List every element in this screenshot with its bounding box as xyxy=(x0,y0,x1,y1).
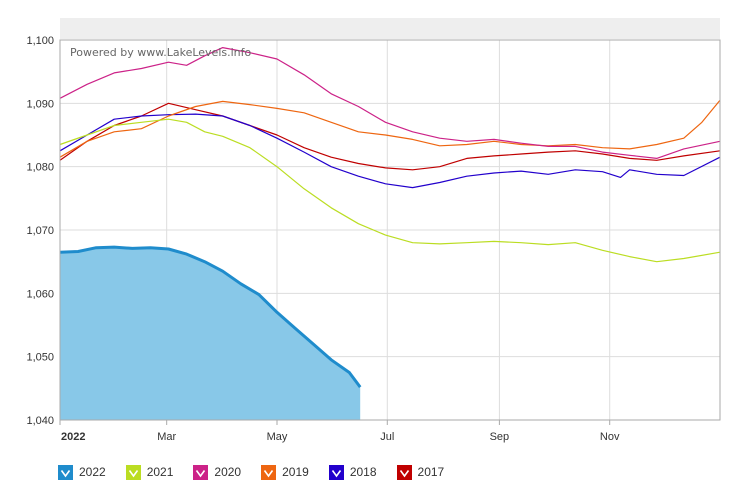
series-2017 xyxy=(59,102,721,171)
legend-label: 2021 xyxy=(146,465,174,479)
watermark: Powered by www.LakeLevels.info xyxy=(70,46,252,59)
legend-item-2019[interactable]: 2019 xyxy=(261,464,309,480)
x-tick-label: May xyxy=(267,431,288,443)
legend-item-2021[interactable]: 2021 xyxy=(125,464,174,480)
x-tick-label: Nov xyxy=(600,431,620,443)
plot-frame xyxy=(59,39,721,421)
x-tick-label: 2022 xyxy=(61,431,85,443)
series-2021 xyxy=(59,118,721,263)
legend-item-2018[interactable]: 2018 xyxy=(328,464,377,480)
y-tick-label: 1,100 xyxy=(26,35,54,47)
legend-checkbox-icon[interactable] xyxy=(396,464,412,480)
series-layer xyxy=(59,47,721,420)
series-2019-line xyxy=(59,99,721,158)
series-2020-line xyxy=(59,47,721,159)
x-tick-label: Jul xyxy=(380,431,394,443)
series-2017-line xyxy=(59,102,721,171)
legend-checkbox-icon[interactable] xyxy=(125,464,141,480)
legend-item-2022[interactable]: 2022 xyxy=(58,464,106,480)
y-tick-label: 1,080 xyxy=(26,162,54,174)
series-2021-line xyxy=(59,118,721,263)
series-2020 xyxy=(59,47,721,159)
legend-label: 2017 xyxy=(417,465,445,479)
legend-label: 2019 xyxy=(282,465,309,479)
y-tick-label: 1,070 xyxy=(26,225,54,237)
legend-label: 2018 xyxy=(349,465,377,479)
legend-label: 2020 xyxy=(214,465,242,479)
series-2018 xyxy=(59,113,721,189)
chart-header-bar xyxy=(60,18,720,39)
y-tick-label: 1,040 xyxy=(26,415,54,427)
series-2019 xyxy=(59,99,721,158)
series-2018-line xyxy=(59,113,721,189)
y-tick-label: 1,090 xyxy=(26,98,54,110)
series-2022-area xyxy=(60,247,361,420)
legend-checkbox-icon[interactable] xyxy=(328,464,344,480)
legend-item-2017[interactable]: 2017 xyxy=(396,464,445,480)
series-2022-line xyxy=(59,245,362,388)
series-2022 xyxy=(59,245,362,420)
y-tick-label: 1,060 xyxy=(26,288,54,300)
legend: 2022 2021 2020 2019 2018 2017 xyxy=(58,462,464,482)
legend-checkbox-icon[interactable] xyxy=(261,464,277,480)
x-tick-label: Sep xyxy=(490,431,510,443)
legend-label: 2022 xyxy=(79,465,106,479)
axes: 1,040 1,050 1,060 1,070 1,080 1,090 1,100 2022 M… xyxy=(26,35,620,443)
legend-item-2020[interactable]: 2020 xyxy=(193,464,242,480)
y-tick-label: 1,050 xyxy=(26,352,54,364)
legend-checkbox-icon[interactable] xyxy=(58,464,73,480)
legend-checkbox-icon[interactable] xyxy=(193,464,209,480)
x-tick-label: Mar xyxy=(157,431,176,443)
